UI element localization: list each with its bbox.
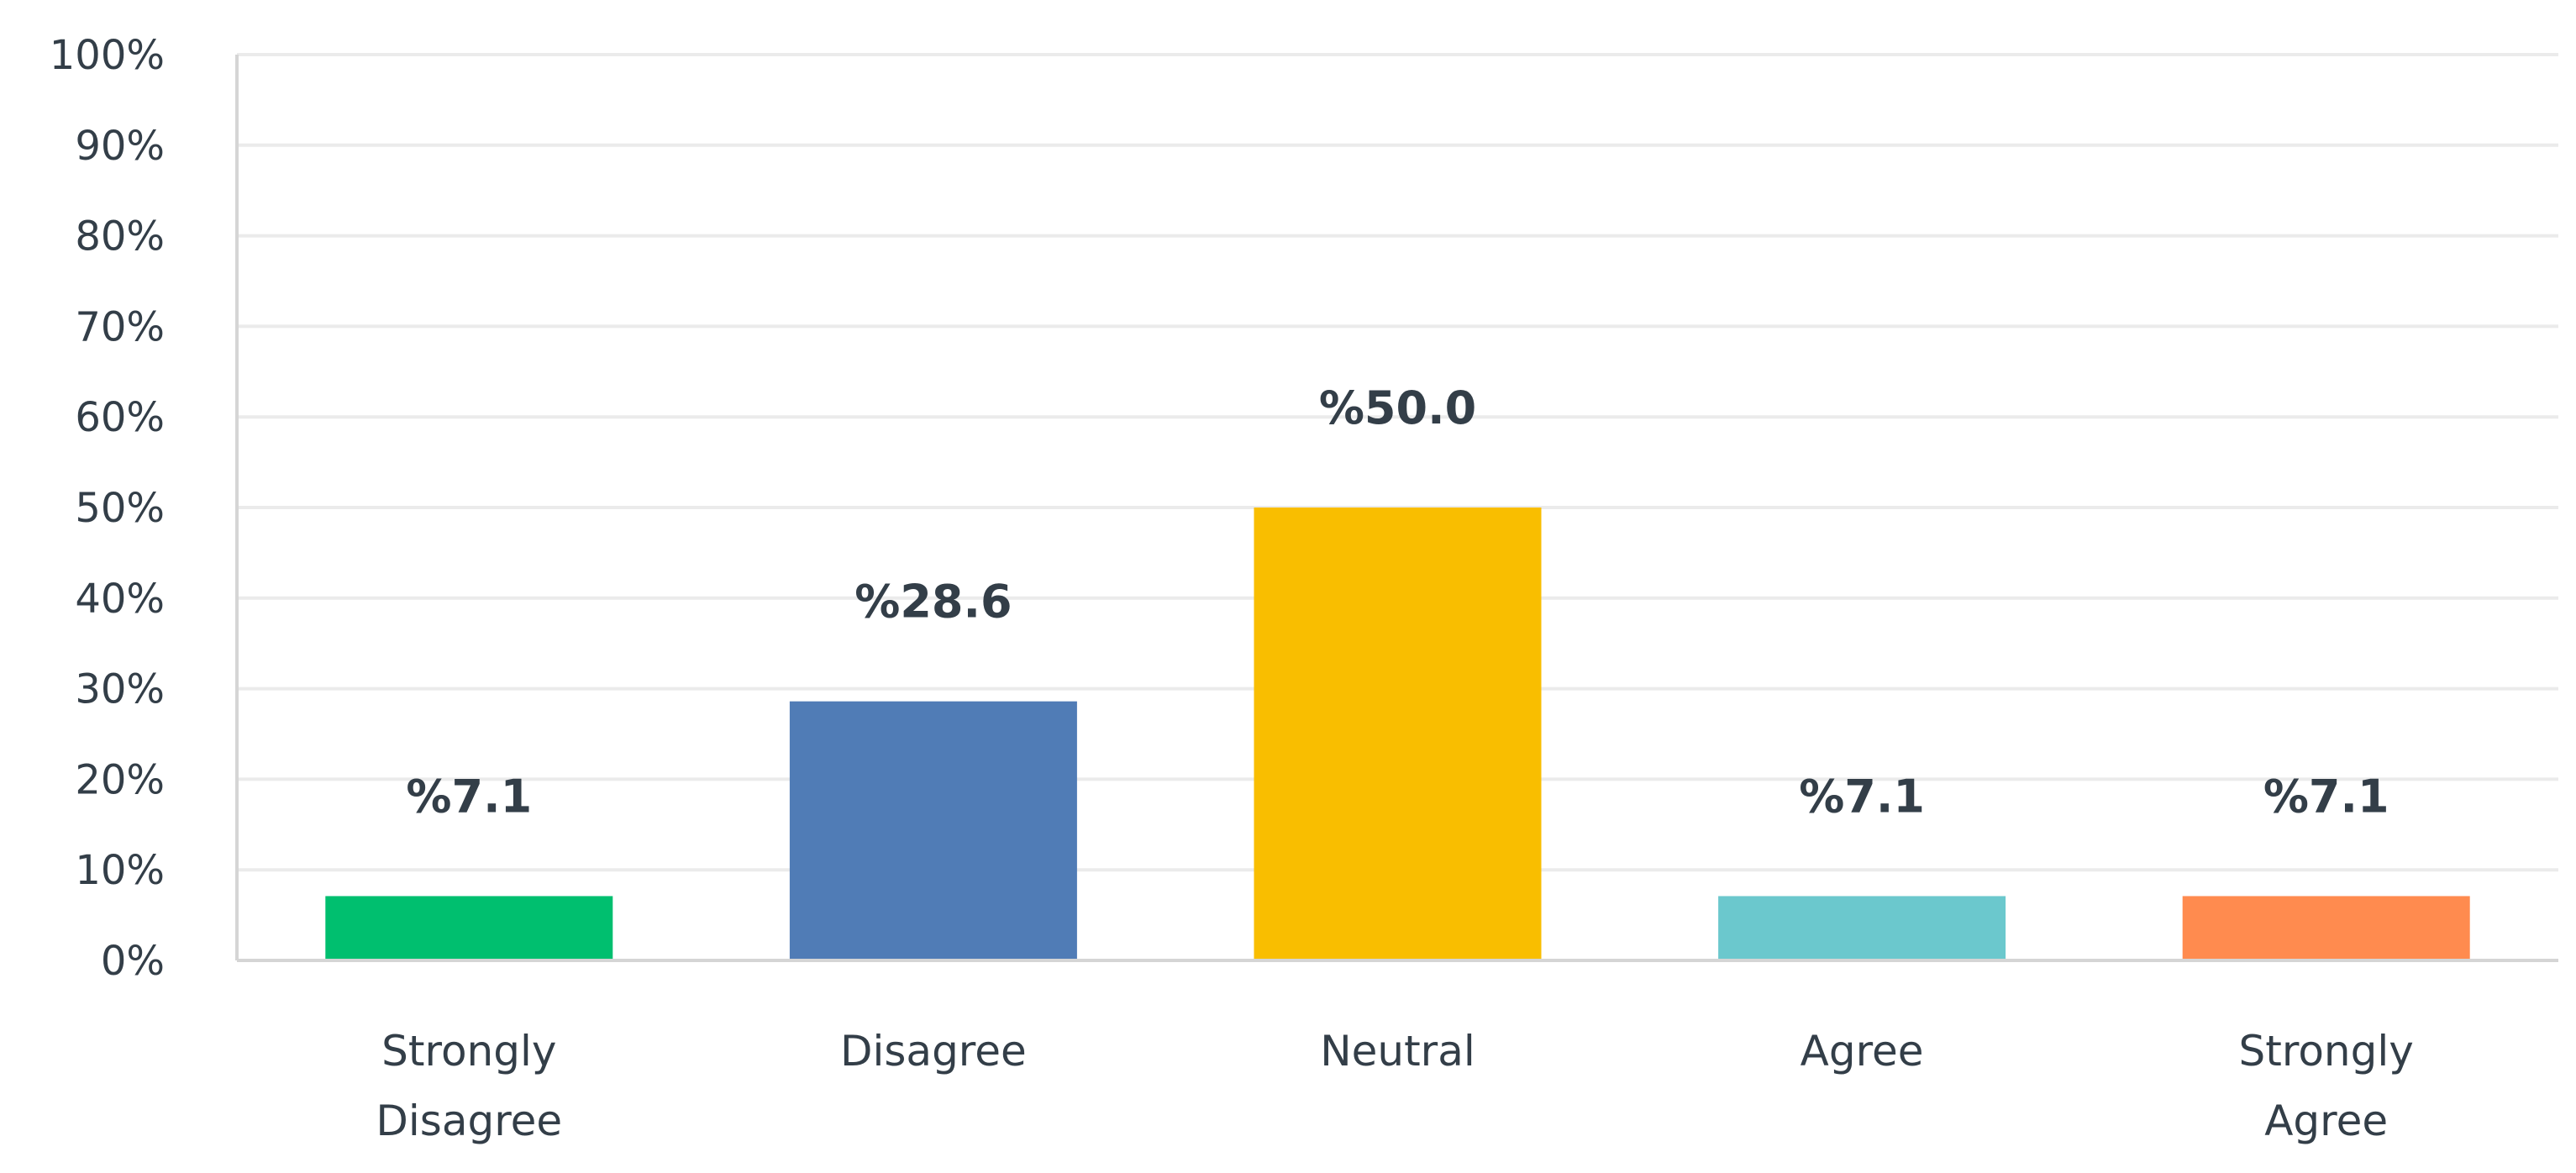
y-tick-label: 60% [75,394,165,441]
x-category-label: Strongly [381,1027,556,1076]
data-label: %50.0 [1319,381,1476,434]
data-label: %28.6 [854,576,1012,629]
x-category-label: Strongly [2239,1027,2414,1076]
bar-agree [1718,896,2006,960]
bar-strongly-agree [2182,896,2470,960]
y-tick-label: 10% [75,847,165,894]
data-label: %7.1 [2263,770,2389,823]
y-tick-label: 50% [75,485,165,532]
y-tick-label: 40% [75,576,165,623]
y-tick-label: 30% [75,666,165,713]
y-axis-ticks: 0% 10% 20% 30% 40% 50% 60% 70% 80% 90% 100% [50,32,165,985]
data-label: %7.1 [1799,770,1925,823]
x-axis-categories: Strongly Disagree Disagree Neutral Agree Stro… [376,1027,2413,1145]
y-tick-label: 70% [75,303,165,350]
y-tick-label: 90% [75,123,165,170]
y-tick-label: 80% [75,213,165,260]
x-category-label: Agree [1801,1027,1924,1076]
x-category-label: Disagree [840,1027,1027,1076]
data-labels: %7.1 %28.6 %50.0 %7.1 %7.1 [406,381,2389,823]
bar-strongly-disagree [325,896,613,960]
data-label: %7.1 [406,770,532,823]
bars [325,508,2470,960]
y-tick-label: 100% [50,32,165,79]
y-tick-label: 0% [101,938,165,985]
x-category-label: Disagree [376,1097,562,1145]
x-category-label: Agree [2264,1097,2388,1145]
x-category-label: Neutral [1320,1027,1475,1076]
y-tick-label: 20% [75,756,165,803]
bar-neutral [1254,508,1542,960]
bar-disagree [789,701,1077,960]
